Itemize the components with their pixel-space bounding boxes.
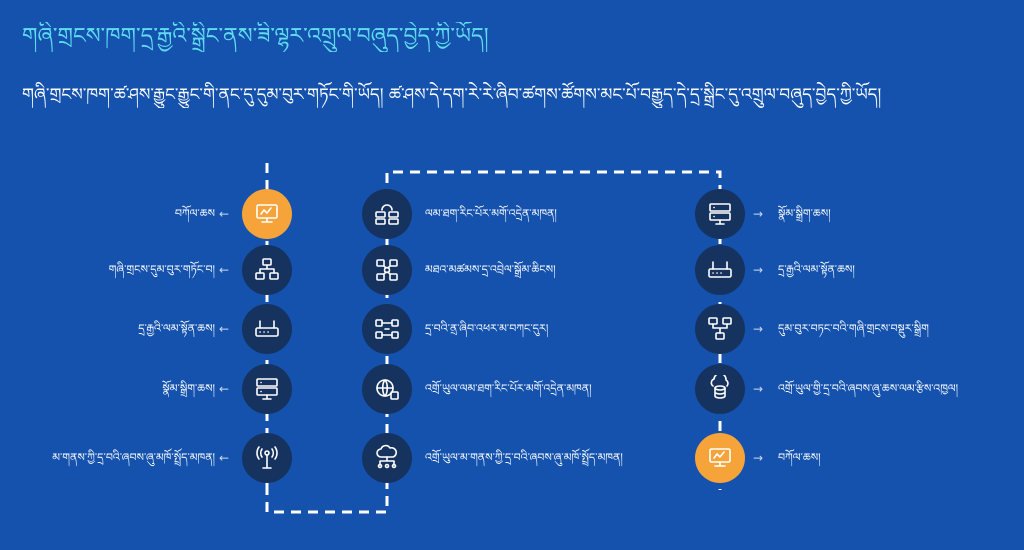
left-node-4 (242, 364, 292, 414)
exchange-icon (375, 319, 399, 339)
data-merge-icon (708, 317, 732, 340)
arrow-right-icon: → (753, 263, 764, 277)
network-grid-icon (376, 259, 398, 281)
middle-label-3: དྲ་བའི་ནྲ་ཞིབ་འཕར་མ་བཀང་དུར། (425, 322, 549, 335)
computer-icon (256, 204, 278, 223)
cloud-network-icon (376, 444, 397, 469)
arrow-left-icon: ← (219, 207, 230, 221)
middle-label-4: འགྲོ་ཡུལ་ལམ་ཐག་རིང་པོར་མགོ་འདྲེན་མཁན། (425, 382, 592, 395)
arrow-left-icon: ← (219, 322, 230, 336)
right-node-5 (695, 433, 745, 483)
arrow-right-icon: → (753, 382, 764, 396)
antenna-icon (256, 446, 278, 469)
middle-node-4 (362, 364, 412, 414)
middle-node-3 (362, 304, 412, 354)
computer-icon (709, 448, 731, 467)
left-node-5 (242, 433, 292, 483)
switch-icon (256, 378, 278, 400)
left-node-1 (242, 189, 292, 239)
arrow-left-icon: ← (219, 263, 230, 277)
middle-node-5 (362, 433, 412, 483)
left-node-3 (242, 304, 292, 354)
right-node-3 (695, 304, 745, 354)
left-label-1: བཀོལ་ཆས (174, 207, 215, 220)
left-label-5: མ་གནས་ཀྱི་དྲ་བའི་ཞབས་ཞུ་མཁོ་སྤྲོད་མཁན། (52, 451, 215, 464)
arrow-right-icon: → (753, 322, 764, 336)
page-title: གཞི་གྲངས་ཁག་དྲ་རྒྱའི་སྒྲིང་ནས་ཟི་ལྷར་འགྲ… (22, 24, 489, 49)
arrow-left-icon: ← (219, 382, 230, 396)
right-label-5: བཀོལ་ཆས། (778, 451, 821, 464)
left-node-2 (242, 245, 292, 295)
router-icon (708, 261, 732, 278)
globe-server-icon (376, 379, 399, 400)
middle-label-1: ལམ་ཐག་རིང་པོར་མགོ་འདྲེན་མཁན། (425, 207, 557, 220)
right-node-4 (695, 364, 745, 414)
router-icon (255, 320, 279, 337)
connector-middle-to-right (385, 170, 722, 200)
left-label-3: དྲ་རྒྱའི་ལམ་སྟོན་ཆས། (138, 322, 215, 335)
right-node-2 (695, 245, 745, 295)
connector-left-to-middle (265, 485, 389, 514)
left-label-4: སྣོམ་སྒྲིག་ཆས། (162, 382, 215, 395)
middle-node-2 (362, 245, 412, 295)
middle-label-5: འགྲོ་ཡུལ་མ་གནས་ཀྱི་དྲ་བའི་ཞབས་ཞུ་མཁོ་སྤྲ… (425, 451, 623, 464)
right-label-3: དུམ་བུར་བཏང་བའི་གཞི་གྲངས་བསྡུར་སྒྲིག (778, 322, 929, 335)
switch-icon (709, 203, 731, 225)
left-label-2: གཞི་གྲངས་དུམ་བུར་གཏོང་བ། (108, 263, 215, 276)
middle-label-2: མཐའ་མཚམས་དྲ་འབྲེལ་སྒྲོམ་ཆིངས། (425, 263, 556, 276)
arrow-left-icon: ← (219, 451, 230, 465)
arrow-right-icon: → (753, 451, 764, 465)
middle-node-1 (362, 189, 412, 239)
cloud-database-icon (710, 375, 729, 399)
right-label-4: འགྲོ་ཡུལ་གྱི་དྲ་བའི་ཞབས་ཞུ་ཆས་ལམ་རྩིས་འཁ… (778, 382, 959, 395)
right-label-1: སྣོམ་སྒྲིག་ཆས། (778, 207, 831, 220)
cloud-server-icon (375, 204, 399, 225)
data-split-icon (255, 258, 279, 280)
right-node-1 (695, 189, 745, 239)
arrow-right-icon: → (753, 207, 764, 221)
page-subtitle: གཞི་གྲངས་ཁག་ཚ་ཤས་རྒྱུང་རྒྱུང་གི་ནང་དུ་དུ… (22, 85, 882, 105)
right-label-2: དྲ་རྒྱའི་ལམ་སྟོན་ཆས། (778, 263, 855, 276)
